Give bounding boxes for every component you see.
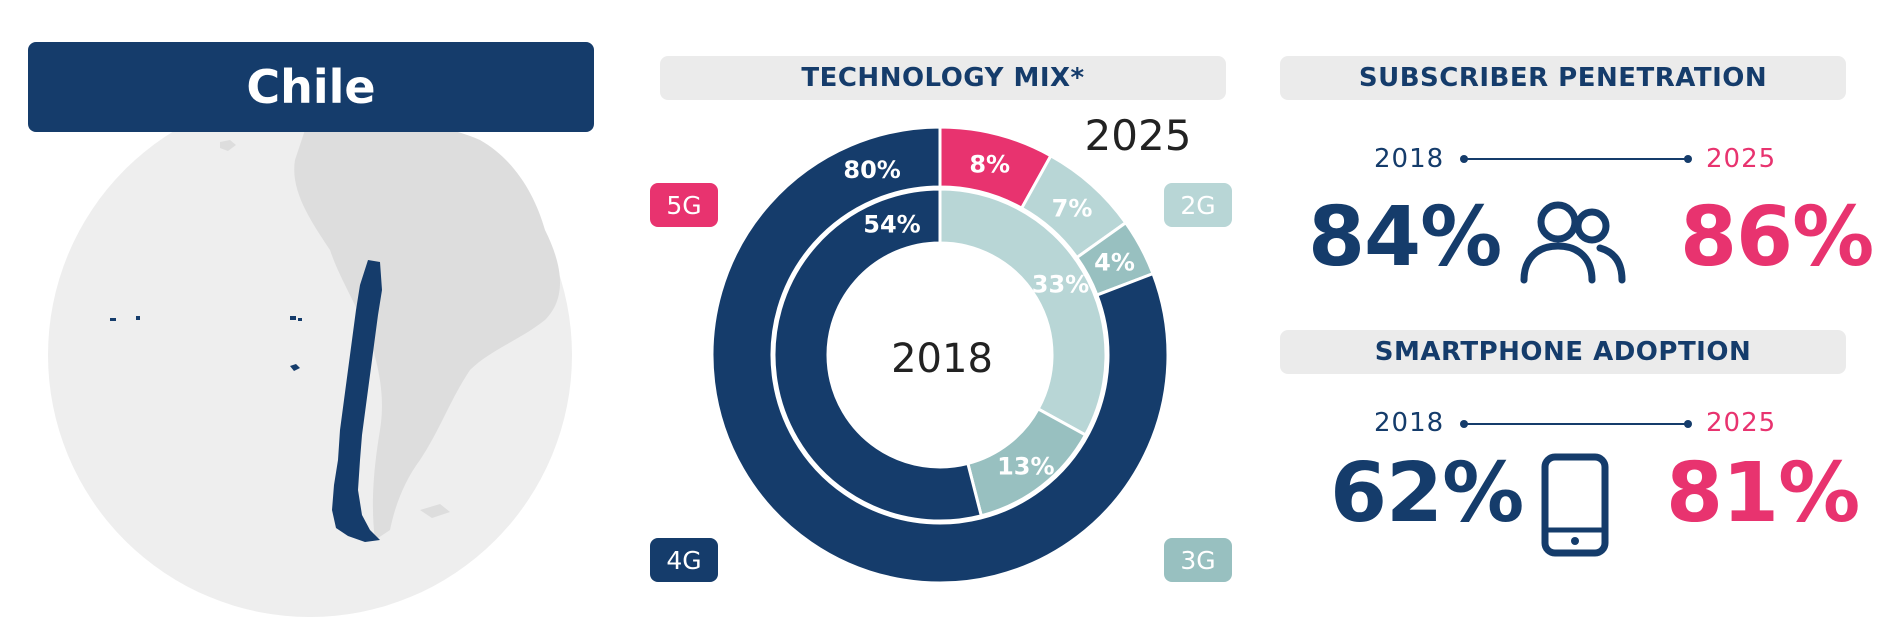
smartphone-year-start: 2018: [1374, 408, 1445, 438]
subscriber-penetration-header: SUBSCRIBER PENETRATION: [1280, 56, 1846, 100]
slice-label-2025-5g: 8%: [969, 150, 1010, 178]
donut-slice-2025-4g: [710, 125, 1170, 585]
subscriber-timeline: [1464, 158, 1688, 160]
donut-slice-2018-4g: [772, 187, 984, 523]
legend-4g: 4G: [650, 538, 718, 582]
timeline-dot-end: [1684, 420, 1692, 428]
donut-slice-2018-2g: [938, 187, 1108, 438]
outer-ring-2025: [710, 125, 1170, 585]
inner-ring-2018: [772, 187, 1108, 523]
slice-label-2018-4g: 54%: [863, 210, 920, 238]
legend-3g: 3G: [1164, 538, 1232, 582]
chile-territory: [110, 260, 382, 542]
technology-mix-donut-chart: 8% 7%4% 80% 33% 13% 54% 2025 2018: [710, 111, 1192, 585]
outer-year-label: 2025: [1085, 111, 1192, 160]
subscriber-value-2025: 86%: [1680, 190, 1874, 285]
slice-label-2025-3g: 4%: [1094, 248, 1135, 276]
smartphone-value-2018: 62%: [1330, 446, 1524, 541]
country-title-banner: Chile: [28, 42, 594, 132]
legend-2g: 2G: [1164, 183, 1232, 227]
timeline-dot-end: [1684, 155, 1692, 163]
smartphone-year-end: 2025: [1706, 408, 1777, 438]
south-america-landmass: [220, 121, 560, 540]
smartphone-value-2025: 81%: [1666, 446, 1860, 541]
smartphone-icon: [1541, 453, 1609, 557]
smartphone-timeline: [1464, 423, 1688, 425]
slice-labels: 8% 7%4% 80% 33% 13% 54%: [843, 150, 1135, 480]
technology-mix-header: TECHNOLOGY MIX*: [660, 56, 1226, 100]
people-icon: [1520, 201, 1626, 284]
slice-label-2025-4g: 80%: [843, 156, 900, 184]
subscriber-year-start: 2018: [1374, 144, 1445, 174]
subscriber-year-end: 2025: [1706, 144, 1777, 174]
slice-label-2018-2g: 33%: [1032, 271, 1089, 299]
subscriber-value-2018: 84%: [1308, 190, 1502, 285]
inner-year-label: 2018: [891, 336, 993, 382]
legend-5g: 5G: [650, 183, 718, 227]
slice-label-2018-3g: 13%: [997, 453, 1054, 481]
smartphone-adoption-header: SMARTPHONE ADOPTION: [1280, 330, 1846, 374]
slice-label-2025-2g: 7%: [1052, 194, 1093, 222]
chile-globe-map: [48, 100, 572, 617]
